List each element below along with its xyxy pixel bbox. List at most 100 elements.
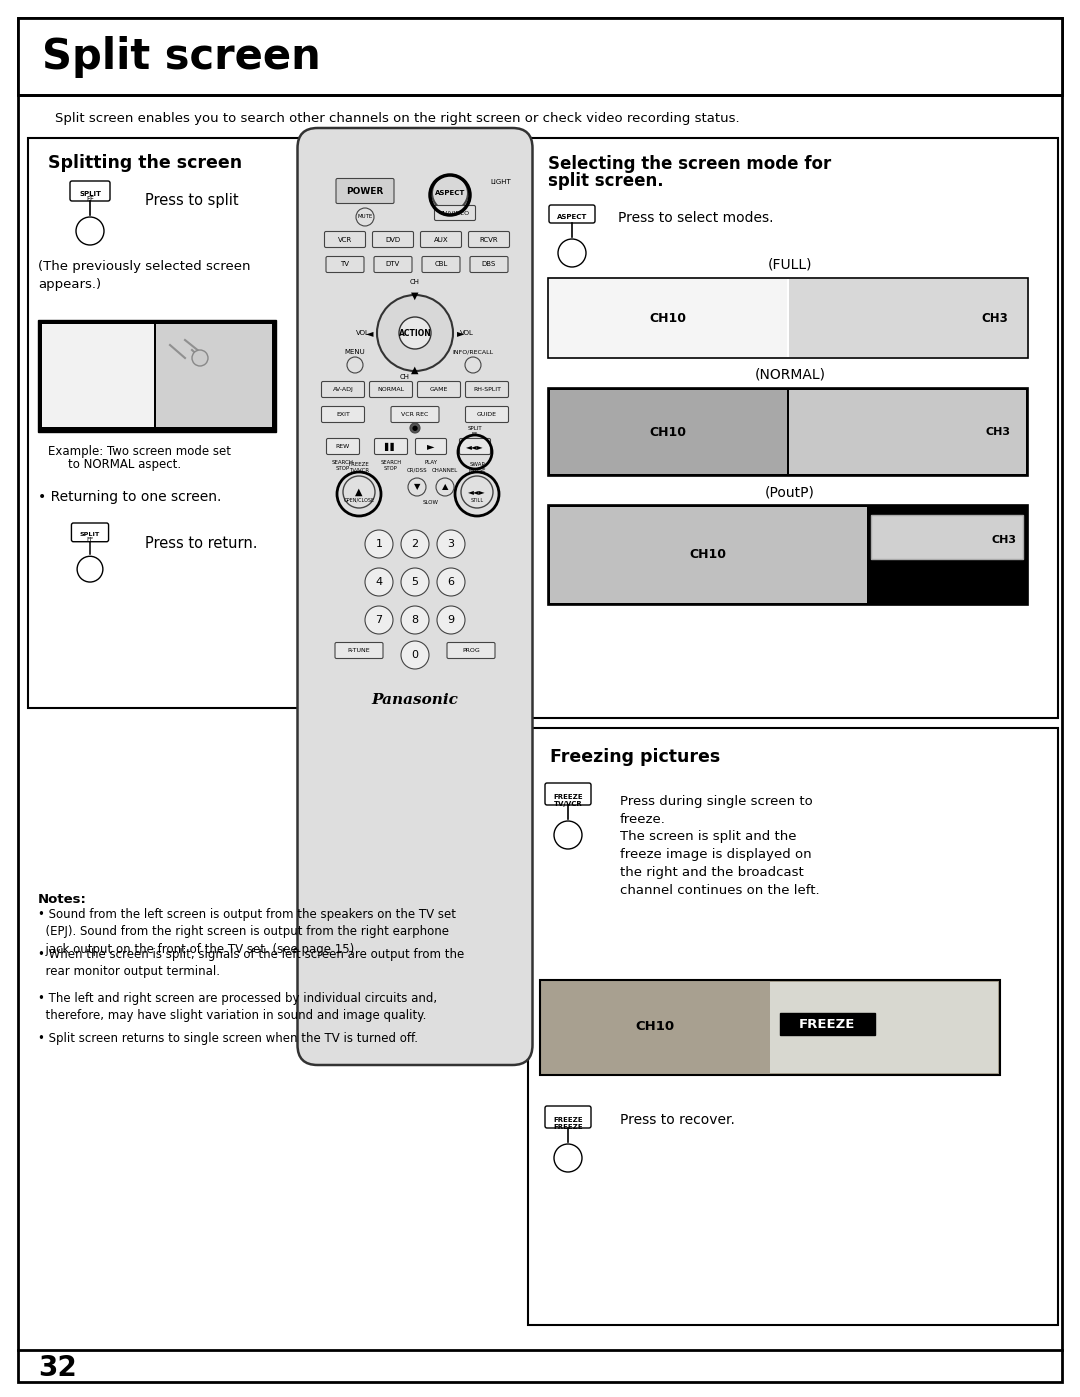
- FancyBboxPatch shape: [459, 439, 490, 454]
- Text: ASPECT: ASPECT: [557, 214, 588, 219]
- Text: VCR REC: VCR REC: [402, 412, 429, 416]
- Text: CH10: CH10: [689, 549, 727, 562]
- Text: ●: ●: [411, 425, 418, 432]
- Circle shape: [465, 358, 481, 373]
- Bar: [548, 388, 1028, 476]
- Circle shape: [365, 569, 393, 597]
- Circle shape: [436, 478, 454, 496]
- FancyBboxPatch shape: [418, 381, 460, 398]
- Bar: [789, 279, 1027, 358]
- Text: AV-ADJ: AV-ADJ: [333, 387, 353, 393]
- Text: VOL: VOL: [460, 330, 474, 337]
- Text: VCR: VCR: [338, 236, 352, 243]
- Text: PLAY: PLAY: [424, 460, 437, 465]
- Text: SPLIT: SPLIT: [79, 191, 102, 197]
- Circle shape: [347, 358, 363, 373]
- Text: TV: TV: [340, 261, 350, 267]
- FancyBboxPatch shape: [326, 439, 360, 454]
- Text: Splitting the screen: Splitting the screen: [48, 154, 242, 172]
- Circle shape: [365, 606, 393, 634]
- Text: DBS: DBS: [482, 261, 496, 267]
- Text: (The previously selected screen
appears.): (The previously selected screen appears.…: [38, 260, 251, 291]
- Text: ►: ►: [457, 328, 464, 338]
- Circle shape: [343, 476, 375, 509]
- Text: CH3: CH3: [985, 427, 1010, 437]
- Circle shape: [401, 529, 429, 557]
- Text: ASPECT: ASPECT: [435, 190, 465, 196]
- Text: INFO/RECALL: INFO/RECALL: [453, 349, 494, 355]
- Bar: [770, 982, 998, 1073]
- Circle shape: [554, 821, 582, 849]
- Circle shape: [356, 208, 374, 226]
- Circle shape: [554, 1144, 582, 1172]
- Bar: [550, 390, 787, 474]
- Text: PROG: PROG: [462, 648, 480, 652]
- Text: 2: 2: [411, 539, 419, 549]
- Text: 4: 4: [376, 577, 382, 587]
- Text: GAME: GAME: [430, 387, 448, 393]
- Text: GUIDE: GUIDE: [477, 412, 497, 416]
- Text: EXIT: EXIT: [336, 412, 350, 416]
- Text: ▌▌: ▌▌: [384, 441, 397, 451]
- Text: VOL: VOL: [356, 330, 370, 337]
- Text: 32: 32: [38, 1354, 77, 1382]
- Text: • The left and right screen are processed by individual circuits and,
  therefor: • The left and right screen are processe…: [38, 992, 437, 1023]
- Text: 8: 8: [411, 615, 419, 624]
- Text: 5: 5: [411, 577, 419, 587]
- Bar: [156, 324, 272, 427]
- Text: ▼: ▼: [414, 482, 420, 492]
- FancyBboxPatch shape: [545, 1106, 591, 1127]
- FancyBboxPatch shape: [335, 643, 383, 658]
- Bar: [42, 324, 154, 427]
- Text: Panasonic: Panasonic: [372, 693, 458, 707]
- Text: Split screen enables you to search other channels on the right screen or check v: Split screen enables you to search other…: [55, 112, 740, 124]
- Text: ◄: ◄: [365, 328, 373, 338]
- Circle shape: [401, 569, 429, 597]
- Text: Freezing pictures: Freezing pictures: [550, 747, 720, 766]
- FancyBboxPatch shape: [469, 232, 510, 247]
- Circle shape: [401, 641, 429, 669]
- Text: ◄◄►: ◄◄►: [467, 441, 484, 451]
- FancyBboxPatch shape: [422, 257, 460, 272]
- FancyBboxPatch shape: [326, 257, 364, 272]
- Bar: [780, 1013, 875, 1035]
- FancyBboxPatch shape: [373, 232, 414, 247]
- Text: FREEZE
TV/VCR: FREEZE TV/VCR: [349, 462, 369, 474]
- Text: STILL: STILL: [471, 497, 484, 503]
- FancyBboxPatch shape: [420, 232, 461, 247]
- Circle shape: [399, 317, 431, 349]
- Text: SLOW: SLOW: [423, 500, 438, 504]
- Circle shape: [77, 556, 103, 583]
- Text: ▲: ▲: [411, 365, 419, 374]
- Bar: [18, 18, 1062, 95]
- Text: 0: 0: [411, 650, 419, 659]
- Circle shape: [401, 606, 429, 634]
- Text: ▲: ▲: [442, 482, 448, 492]
- Text: ▲: ▲: [355, 488, 363, 497]
- Bar: [540, 981, 1000, 1076]
- FancyBboxPatch shape: [545, 782, 591, 805]
- Text: POWER: POWER: [347, 187, 383, 196]
- Text: to NORMAL aspect.: to NORMAL aspect.: [68, 458, 181, 471]
- Text: FREEZE
TV/VCR: FREEZE TV/VCR: [553, 793, 583, 807]
- FancyBboxPatch shape: [369, 381, 413, 398]
- Text: REW: REW: [336, 444, 350, 448]
- Text: • Returning to one screen.: • Returning to one screen.: [38, 490, 221, 504]
- Text: Press during single screen to
freeze.: Press during single screen to freeze.: [620, 795, 813, 826]
- Text: CBL: CBL: [434, 261, 448, 267]
- Text: CH3: CH3: [982, 312, 1008, 324]
- FancyBboxPatch shape: [470, 257, 508, 272]
- Text: Split screen: Split screen: [42, 36, 321, 78]
- Text: DTV: DTV: [386, 261, 400, 267]
- Text: FF: FF: [86, 536, 94, 542]
- FancyBboxPatch shape: [391, 407, 438, 422]
- Text: ◄◄►: ◄◄►: [469, 488, 486, 496]
- Text: TV/VIDEO: TV/VIDEO: [440, 211, 470, 215]
- Text: MUTE: MUTE: [357, 215, 373, 219]
- Text: CH3: CH3: [991, 535, 1016, 545]
- FancyBboxPatch shape: [465, 381, 509, 398]
- Circle shape: [192, 351, 208, 366]
- Text: FF: FF: [86, 196, 94, 203]
- Text: SWAP
PAUSE: SWAP PAUSE: [469, 462, 486, 474]
- Text: CH10: CH10: [649, 312, 687, 324]
